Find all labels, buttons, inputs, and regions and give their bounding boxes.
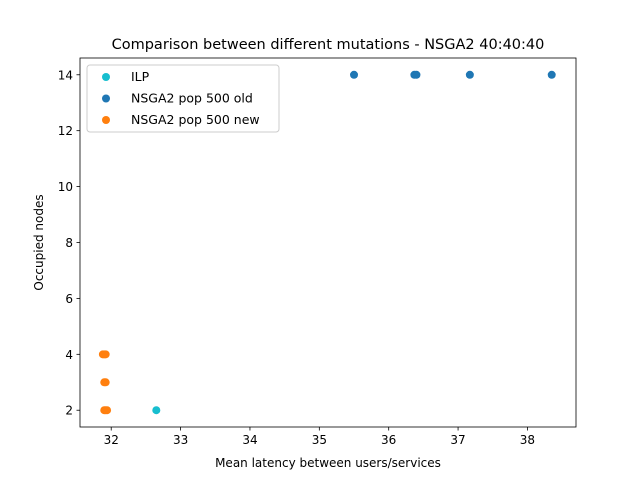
y-tick-label: 6 [65,292,73,306]
scatter-point [412,70,421,79]
scatter-point [465,70,474,79]
points-layer [98,70,556,415]
scatter-point [101,350,110,359]
scatter-point [152,406,161,415]
x-axis: 32 33 34 35 36 37 38 [104,427,535,447]
x-tick-label: 35 [312,433,327,447]
legend: ILP NSGA2 pop 500 old NSGA2 pop 500 new [86,64,280,133]
y-tick-label: 4 [65,348,73,362]
x-tick-label: 36 [381,433,396,447]
x-tick-label: 32 [104,433,119,447]
scatter-point [101,378,110,387]
x-tick-label: 37 [450,433,465,447]
legend-marker [102,73,110,81]
y-axis: 2 4 6 8 10 12 14 [58,68,80,418]
legend-box [86,64,280,133]
chart-title: Comparison between different mutations -… [112,37,545,53]
scatter-point [350,70,359,79]
legend-marker [102,94,110,103]
legend-items: ILP NSGA2 pop 500 old NSGA2 pop 500 new [102,69,260,127]
y-tick-label: 14 [58,68,73,82]
legend-entry: NSGA2 pop 500 new [131,112,260,127]
x-tick-label: 38 [520,433,535,447]
y-tick-label: 8 [65,236,73,250]
legend-entry: ILP [131,69,150,84]
y-tick-label: 12 [58,124,73,138]
scatter-point [547,70,556,79]
scatter-point [103,406,112,415]
legend-entry: NSGA2 pop 500 old [131,91,253,106]
x-tick-label: 33 [173,433,188,447]
x-tick-label: 34 [242,433,257,447]
y-tick-label: 2 [65,404,73,418]
y-axis-label: Occupied nodes [32,194,46,290]
x-axis-label: Mean latency between users/services [215,456,441,470]
y-tick-label: 10 [58,180,73,194]
legend-marker [102,116,110,124]
